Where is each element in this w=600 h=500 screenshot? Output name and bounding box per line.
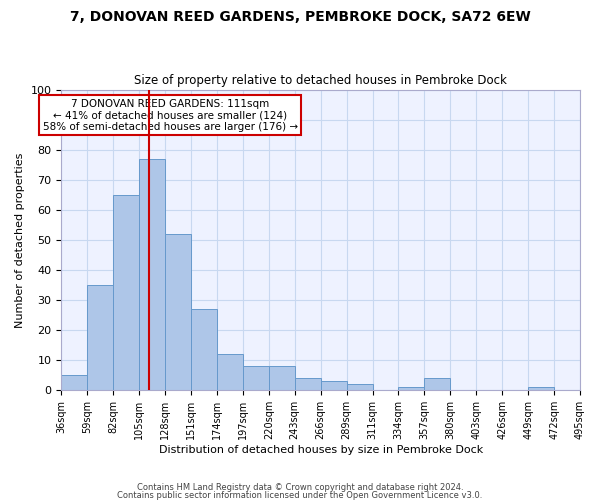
Bar	[528, 388, 554, 390]
Text: Contains public sector information licensed under the Open Government Licence v3: Contains public sector information licen…	[118, 491, 482, 500]
Bar	[424, 378, 451, 390]
Bar	[320, 382, 347, 390]
Bar	[139, 158, 165, 390]
Text: 7, DONOVAN REED GARDENS, PEMBROKE DOCK, SA72 6EW: 7, DONOVAN REED GARDENS, PEMBROKE DOCK, …	[70, 10, 530, 24]
Title: Size of property relative to detached houses in Pembroke Dock: Size of property relative to detached ho…	[134, 74, 507, 87]
Bar	[243, 366, 269, 390]
Bar	[87, 285, 113, 391]
Bar	[61, 376, 87, 390]
Bar	[217, 354, 243, 390]
Text: Contains HM Land Registry data © Crown copyright and database right 2024.: Contains HM Land Registry data © Crown c…	[137, 484, 463, 492]
Y-axis label: Number of detached properties: Number of detached properties	[15, 152, 25, 328]
Bar	[269, 366, 295, 390]
Bar	[398, 388, 424, 390]
Bar	[113, 195, 139, 390]
Text: 7 DONOVAN REED GARDENS: 111sqm
← 41% of detached houses are smaller (124)
58% of: 7 DONOVAN REED GARDENS: 111sqm ← 41% of …	[43, 98, 298, 132]
Bar	[347, 384, 373, 390]
Bar	[191, 309, 217, 390]
X-axis label: Distribution of detached houses by size in Pembroke Dock: Distribution of detached houses by size …	[158, 445, 483, 455]
Bar	[295, 378, 320, 390]
Bar	[165, 234, 191, 390]
